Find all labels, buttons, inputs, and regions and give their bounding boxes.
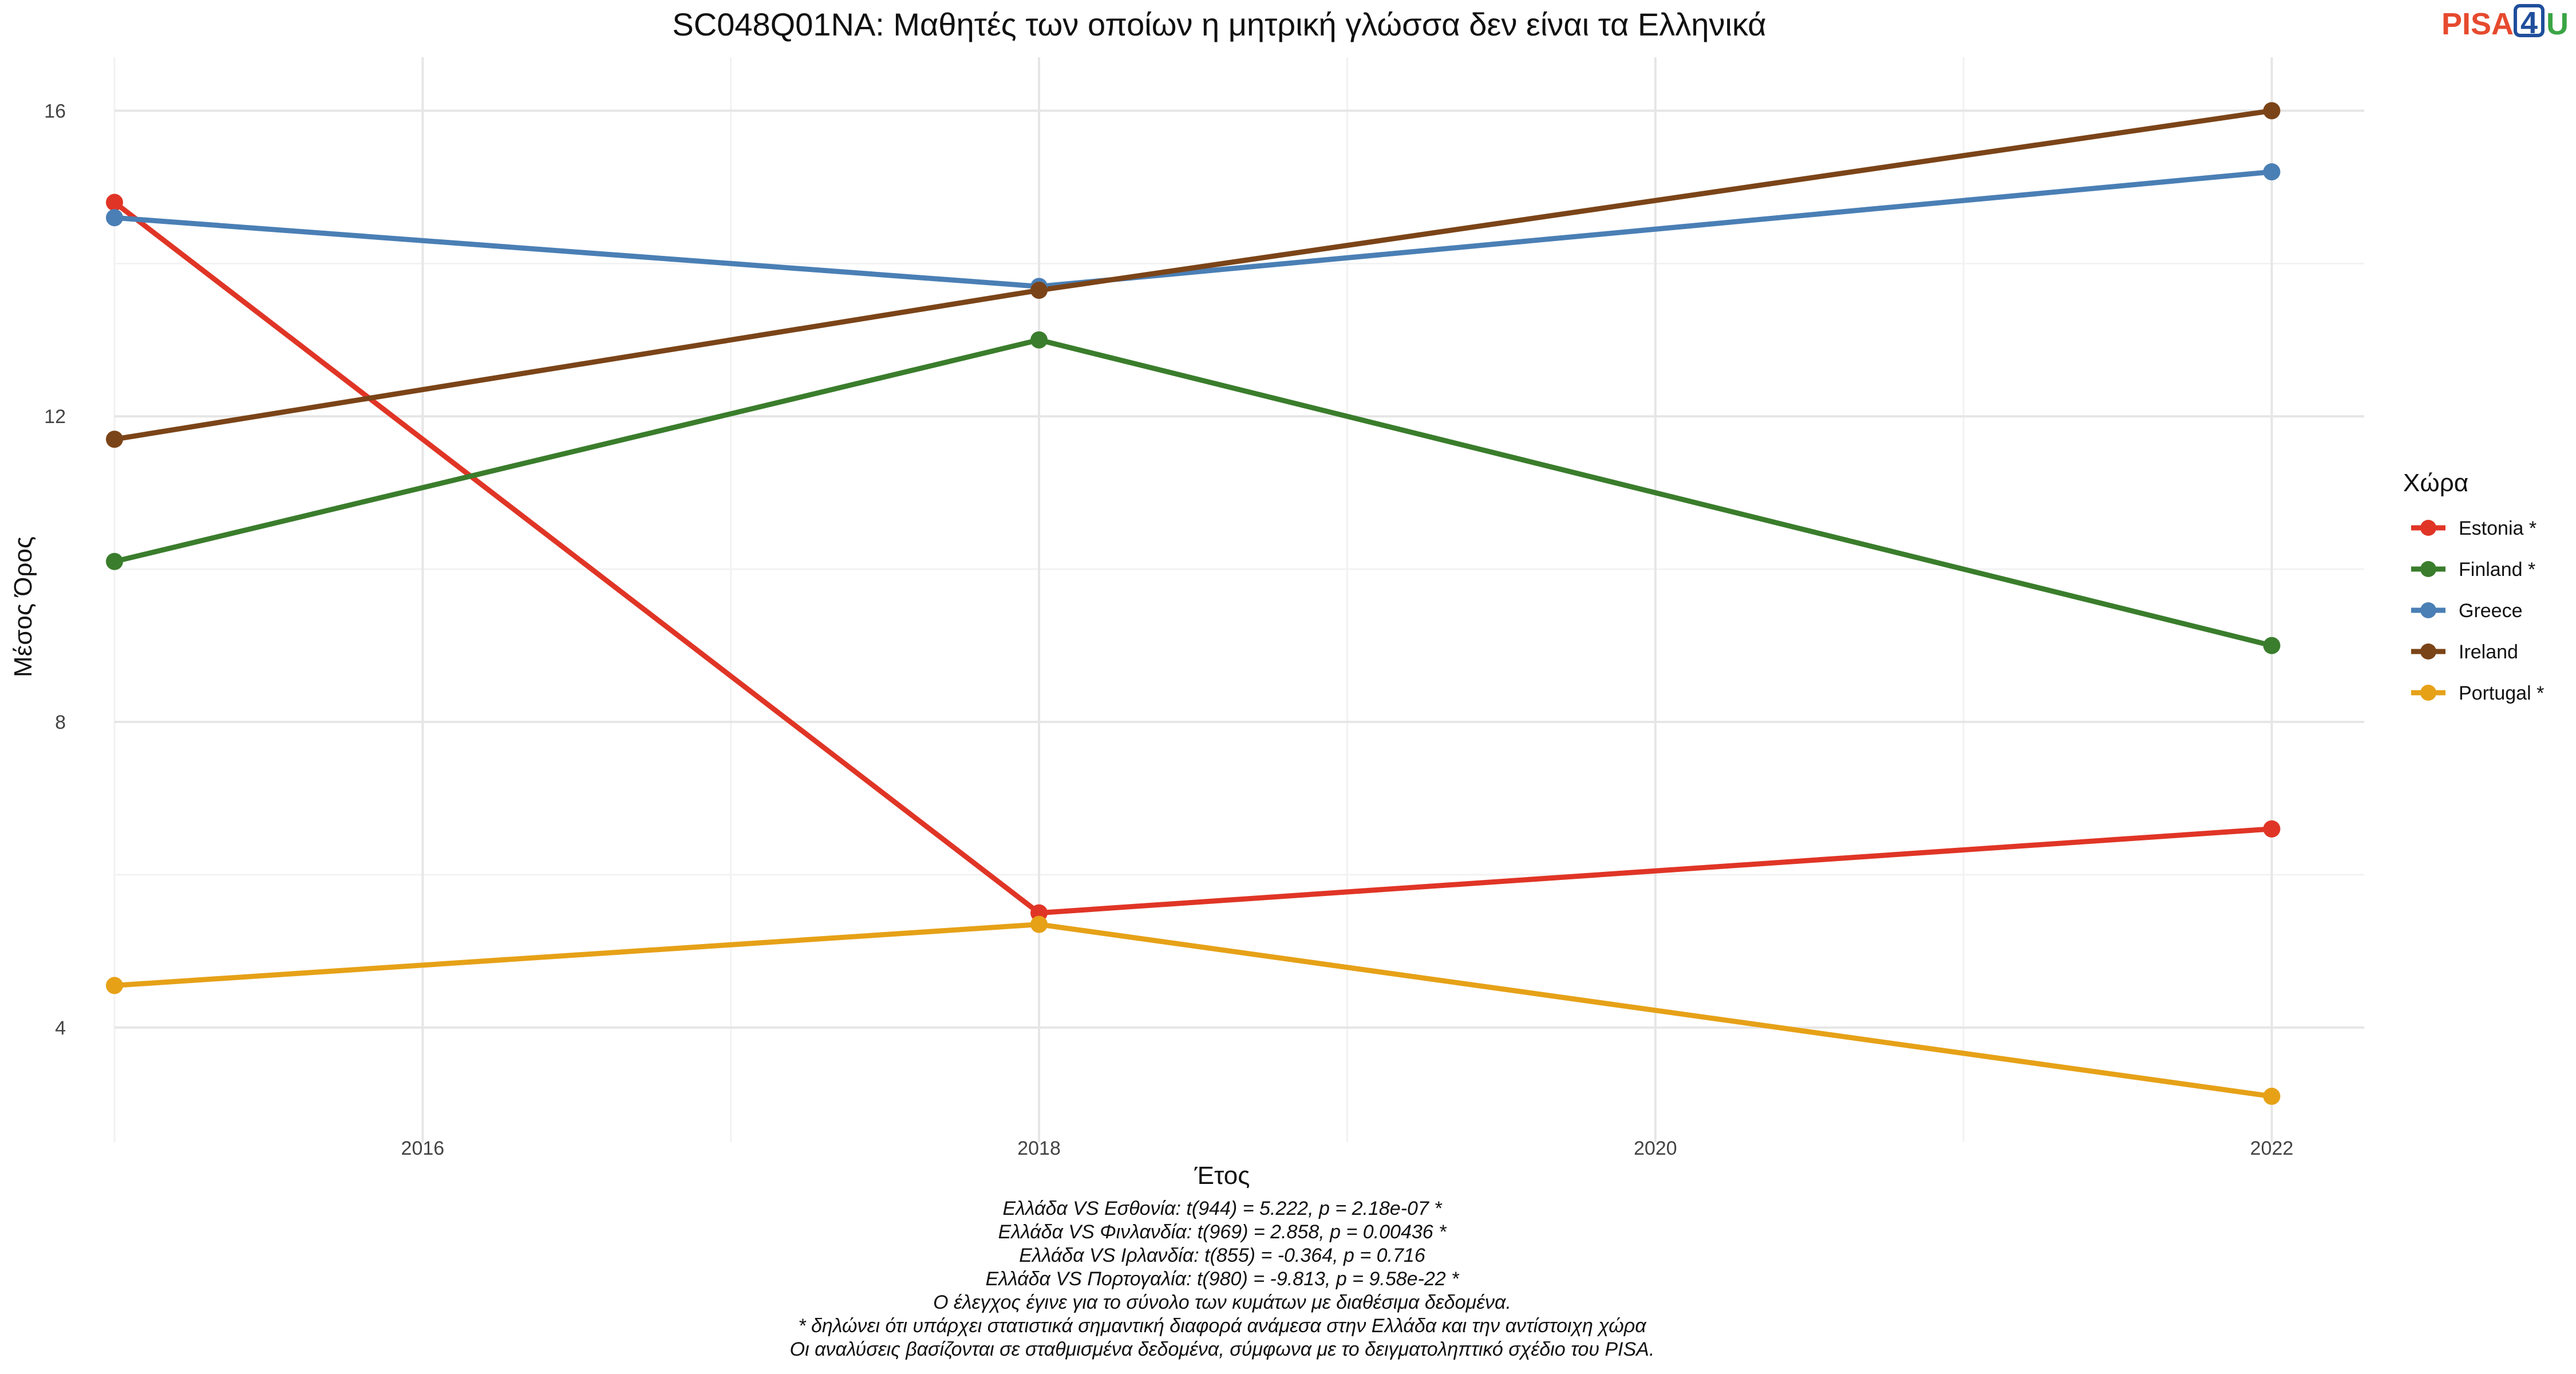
pisa4u-logo: PISA 4 U	[2441, 4, 2569, 41]
caption-line: Ελλάδα VS Φινλανδία: t(969) = 2.858, p =…	[998, 1221, 1448, 1243]
chart-title: SC048Q01NA: Μαθητές των οποίων η μητρική…	[672, 6, 1766, 42]
caption-line: Ελλάδα VS Ιρλανδία: t(855) = -0.364, p =…	[1019, 1245, 1425, 1266]
legend-key-point	[2420, 520, 2436, 536]
data-point	[106, 209, 123, 227]
y-tick-label: 12	[44, 406, 66, 428]
legend-key-point	[2420, 602, 2436, 618]
legend-label: Portugal *	[2459, 682, 2544, 704]
legend: Χώρα Estonia * Finland * Greece Ireland Port…	[2403, 469, 2544, 704]
svg-text:PISA: PISA	[2441, 7, 2514, 41]
data-point	[2263, 1087, 2281, 1105]
svg-text:4: 4	[2520, 6, 2538, 40]
data-point	[2263, 820, 2281, 838]
logo-text-pisa: PISA	[2441, 7, 2514, 41]
y-tick-label: 8	[55, 712, 66, 733]
logo-box	[2514, 4, 2545, 37]
legend-label: Finland *	[2459, 559, 2535, 581]
data-point	[2263, 163, 2281, 181]
logo-text-u: U	[2546, 7, 2569, 41]
data-point	[106, 431, 123, 448]
x-tick-label: 2016	[401, 1138, 445, 1159]
x-tick-label: 2018	[1017, 1138, 1061, 1159]
x-axis-title: Έτος	[1194, 1162, 1250, 1190]
legend-key-point	[2420, 685, 2436, 701]
legend-label: Ireland	[2459, 641, 2518, 663]
caption-line: Οι αναλύσεις βασίζονται σε σταθμισμένα δ…	[790, 1339, 1655, 1360]
caption: Ελλάδα VS Εσθονία: t(944) = 5.222, p = 2…	[790, 1198, 1655, 1360]
series-group	[106, 102, 2281, 1105]
data-point	[106, 552, 123, 570]
y-axis-title: Μέσος Όρος	[9, 536, 37, 677]
legend-label: Greece	[2459, 600, 2523, 622]
legend-title: Χώρα	[2403, 469, 2468, 497]
data-point	[106, 977, 123, 994]
legend-label: Estonia *	[2459, 518, 2537, 539]
caption-line: * δηλώνει ότι υπάρχει στατιστικά σημαντι…	[798, 1315, 1647, 1337]
y-tick-label: 16	[44, 100, 66, 122]
x-tick-label: 2020	[1634, 1138, 1677, 1159]
y-tick-label: 4	[55, 1017, 66, 1039]
data-point	[2263, 102, 2281, 120]
legend-key-point	[2420, 561, 2436, 577]
logo-text-4: 4	[2520, 6, 2538, 40]
data-point	[2263, 637, 2281, 654]
caption-line: Ελλάδα VS Εσθονία: t(944) = 5.222, p = 2…	[1002, 1198, 1443, 1219]
data-point	[106, 194, 123, 211]
legend-key-point	[2420, 643, 2436, 660]
caption-line: Ο έλεγχος έγινε για το σύνολο των κυμάτω…	[933, 1292, 1511, 1313]
data-point	[1030, 915, 1048, 933]
x-tick-label: 2022	[2250, 1138, 2294, 1159]
caption-line: Ελλάδα VS Πορτογαλία: t(980) = -9.813, p…	[986, 1268, 1460, 1290]
svg-text:U: U	[2546, 7, 2569, 41]
y-axis-ticks: 4 8 12 16	[44, 100, 66, 1039]
data-point	[1030, 282, 1048, 299]
data-point	[1030, 331, 1048, 349]
x-axis-ticks: 2016 2018 2020 2022	[401, 1138, 2294, 1159]
